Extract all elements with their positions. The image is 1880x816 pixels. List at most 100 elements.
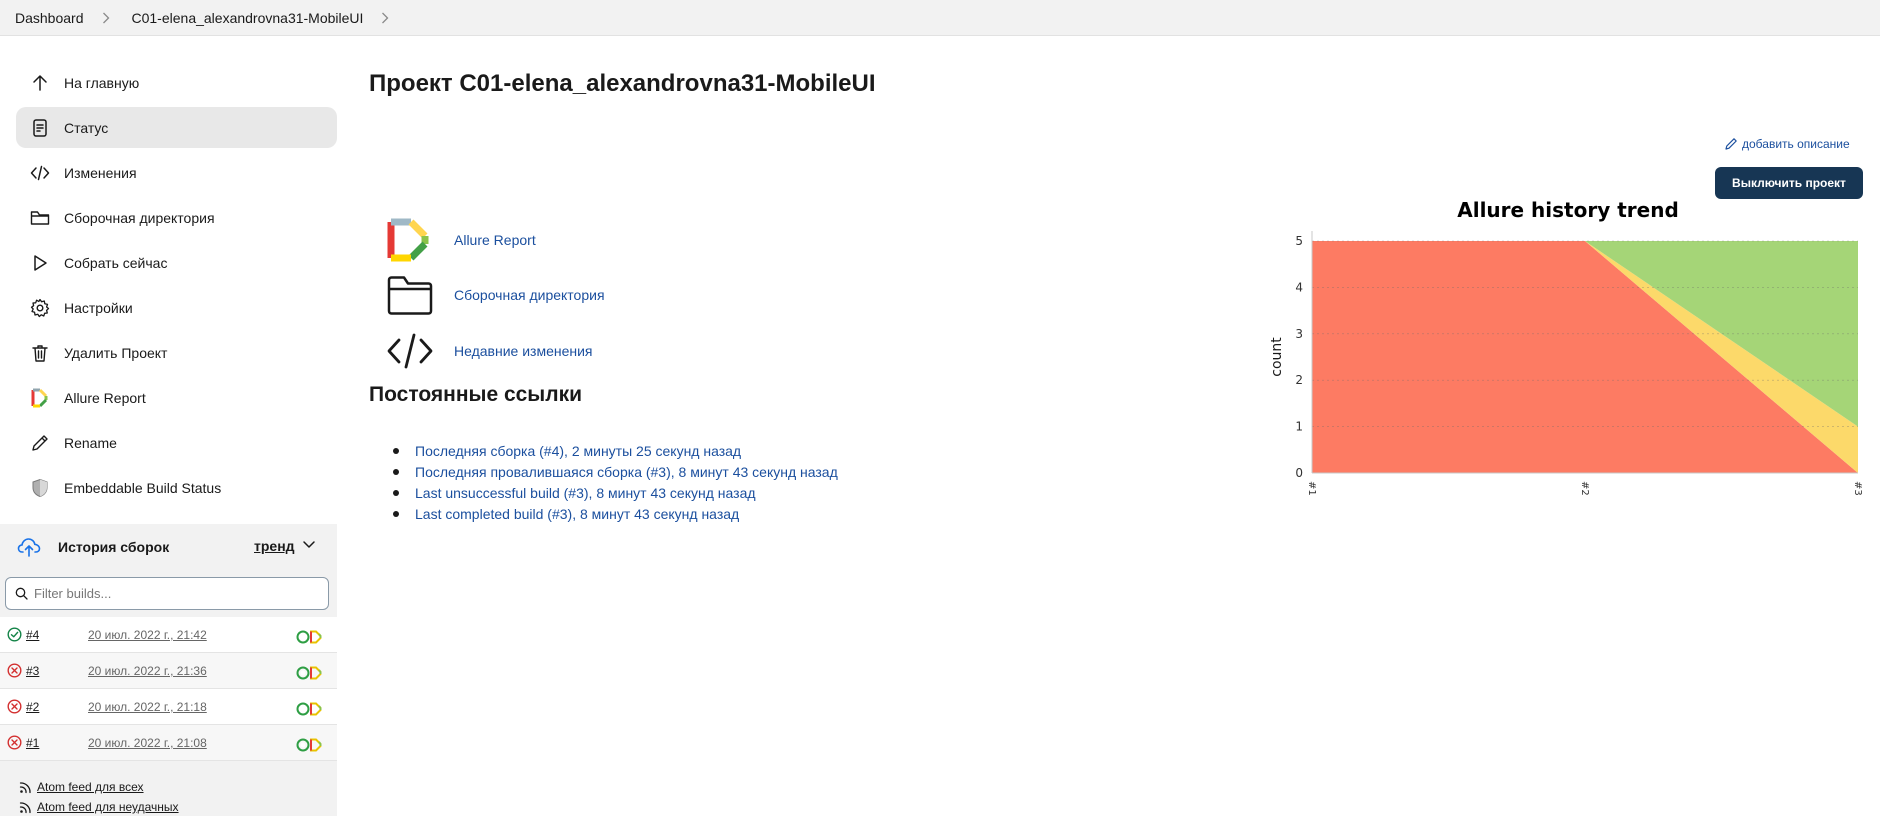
- build-history-header: История сборок тренд: [0, 524, 337, 570]
- folder-icon: [386, 272, 434, 318]
- atom-feed-all-link[interactable]: Atom feed для всех: [37, 780, 144, 794]
- disable-project-button[interactable]: Выключить проект: [1715, 167, 1863, 199]
- breadcrumb-project[interactable]: C01-elena_alexandrovna31-MobileUI: [131, 9, 364, 26]
- allure-badge-icon[interactable]: [295, 630, 327, 644]
- sidebar-item-label: Статус: [64, 119, 109, 136]
- rss-icon: [19, 781, 32, 794]
- build-row[interactable]: #4 20 июл. 2022 г., 21:42: [0, 617, 337, 653]
- sidebar-item-label: Удалить Проект: [64, 344, 168, 361]
- y-axis-label: count: [1269, 337, 1285, 377]
- sidebar-item-delete[interactable]: Удалить Проект: [16, 332, 337, 373]
- document-icon: [28, 116, 52, 140]
- area-series-broken: [1312, 241, 1858, 473]
- pencil-icon: [28, 431, 52, 455]
- rss-icon: [19, 801, 32, 814]
- success-icon: [7, 627, 22, 642]
- code-icon: [386, 328, 434, 374]
- x-tick-label: #3: [1852, 481, 1863, 496]
- shield-icon: [28, 476, 52, 500]
- workspace-link[interactable]: Сборочная директория: [454, 287, 605, 303]
- list-item: Последняя сборка (#4), 2 минуты 25 секун…: [393, 440, 838, 461]
- sidebar-item-label: Изменения: [64, 164, 137, 181]
- breadcrumb: Dashboard C01-elena_alexandrovna31-Mobil…: [0, 0, 1880, 36]
- recent-changes-link[interactable]: Недавние изменения: [454, 343, 593, 359]
- sidebar-item-allure[interactable]: Allure Report: [16, 377, 337, 418]
- arrow-up-icon: [28, 71, 52, 95]
- sidebar-item-label: Настройки: [64, 299, 133, 316]
- permalinks-title: Постоянные ссылки: [369, 383, 583, 406]
- build-number-link[interactable]: #2: [26, 700, 40, 714]
- build-number-link[interactable]: #4: [26, 628, 40, 642]
- y-tick-label: 0: [1295, 466, 1303, 480]
- build-date-link[interactable]: 20 июл. 2022 г., 21:18: [88, 700, 207, 714]
- area-series-passed: [1312, 241, 1858, 427]
- permalink[interactable]: Последняя сборка (#4), 2 минуты 25 секун…: [415, 442, 742, 459]
- y-tick-label: 2: [1295, 373, 1303, 387]
- sidebar-item-label: Собрать сейчас: [64, 254, 168, 271]
- folder-icon: [28, 206, 52, 230]
- allure-icon: [386, 217, 434, 263]
- build-history: История сборок тренд #4 20 июл. 2022 г.,…: [0, 524, 337, 816]
- allure-badge-icon[interactable]: [295, 702, 327, 716]
- chart-svg: 0 1 2 3 4 5 #1 #2 #3 count: [1269, 231, 1863, 496]
- sidebar-item-status[interactable]: Статус: [16, 107, 337, 148]
- build-date-link[interactable]: 20 июл. 2022 г., 21:36: [88, 664, 207, 678]
- allure-badge-icon[interactable]: [295, 666, 327, 680]
- allure-badge-icon[interactable]: [295, 738, 327, 752]
- chevron-down-icon[interactable]: [302, 537, 316, 556]
- trash-icon: [28, 341, 52, 365]
- permalink[interactable]: Последняя провалившаяся сборка (#3), 8 м…: [415, 463, 838, 480]
- allure-report-link[interactable]: Allure Report: [454, 232, 536, 248]
- build-history-title: История сборок: [58, 539, 170, 555]
- y-tick-label: 1: [1295, 420, 1303, 434]
- page-title: Проект C01-elena_alexandrovna31-MobileUI: [369, 70, 876, 97]
- filter-builds-input[interactable]: [34, 586, 314, 601]
- x-tick-label: #2: [1579, 481, 1590, 496]
- sidebar-item-configure[interactable]: Настройки: [16, 287, 337, 328]
- area-series-failed: [1312, 241, 1858, 473]
- add-description-link[interactable]: добавить описание: [1724, 137, 1850, 151]
- build-row[interactable]: #1 20 июл. 2022 г., 21:08: [0, 725, 337, 761]
- failed-icon: [7, 663, 22, 678]
- sidebar-item-label: Rename: [64, 434, 117, 451]
- chevron-right-icon: [102, 12, 110, 24]
- main-link-changes: Недавние изменения: [386, 328, 593, 374]
- build-row[interactable]: #3 20 июл. 2022 г., 21:36: [0, 653, 337, 689]
- build-date-link[interactable]: 20 июл. 2022 г., 21:08: [88, 736, 207, 750]
- build-date-link[interactable]: 20 июл. 2022 г., 21:42: [88, 628, 207, 642]
- build-number-link[interactable]: #1: [26, 736, 40, 750]
- sidebar-item-rename[interactable]: Rename: [16, 422, 337, 463]
- sidebar-item-build-now[interactable]: Собрать сейчас: [16, 242, 337, 283]
- main-link-allure: Allure Report: [386, 217, 536, 263]
- sidebar-item-changes[interactable]: Изменения: [16, 152, 337, 193]
- sidebar-item-workspace[interactable]: Сборочная директория: [16, 197, 337, 238]
- permalink[interactable]: Last completed build (#3), 8 минут 43 се…: [415, 505, 740, 522]
- sidebar-item-home[interactable]: На главную: [16, 62, 337, 103]
- filter-builds-field: [5, 577, 329, 610]
- play-icon: [28, 251, 52, 275]
- search-icon: [15, 587, 28, 600]
- permalinks-list: Последняя сборка (#4), 2 минуты 25 секун…: [393, 440, 838, 524]
- build-row[interactable]: #2 20 июл. 2022 г., 21:18: [0, 689, 337, 725]
- permalink[interactable]: Last unsuccessful build (#3), 8 минут 43…: [415, 484, 756, 501]
- sidebar-item-label: На главную: [64, 74, 140, 91]
- failed-icon: [7, 735, 22, 750]
- x-tick-label: #1: [1306, 481, 1317, 496]
- failed-icon: [7, 699, 22, 714]
- y-tick-label: 4: [1295, 280, 1303, 294]
- pencil-icon: [1724, 137, 1738, 151]
- breadcrumb-dashboard[interactable]: Dashboard: [15, 9, 84, 26]
- sidebar-item-label: Embeddable Build Status: [64, 479, 222, 496]
- main-link-workspace: Сборочная директория: [386, 272, 605, 318]
- sidebar-item-embeddable-status[interactable]: Embeddable Build Status: [16, 467, 337, 508]
- cloud-upload-icon: [17, 536, 41, 558]
- build-number-link[interactable]: #3: [26, 664, 40, 678]
- atom-feed-failed: Atom feed для неудачных: [19, 800, 179, 814]
- allure-history-trend-chart[interactable]: Allure history trend 0 1 2 3 4 5 #1 #2 #3 count: [1262, 197, 1880, 507]
- sidebar-item-label: Allure Report: [64, 389, 146, 406]
- chevron-right-icon[interactable]: [381, 12, 389, 24]
- trend-link[interactable]: тренд: [254, 538, 295, 554]
- add-description-label: добавить описание: [1742, 137, 1850, 151]
- atom-feed-failed-link[interactable]: Atom feed для неудачных: [37, 800, 179, 814]
- list-item: Last unsuccessful build (#3), 8 минут 43…: [393, 482, 838, 503]
